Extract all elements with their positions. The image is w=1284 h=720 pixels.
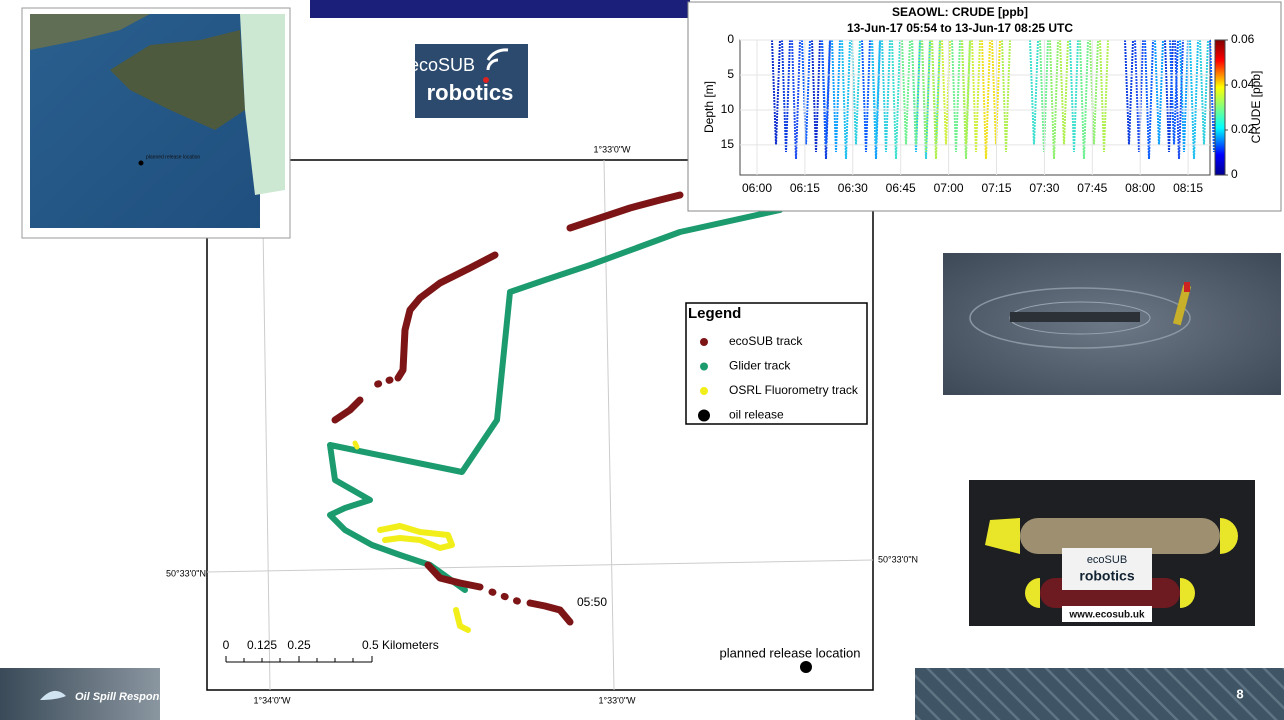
time-label: 05:50 xyxy=(577,595,607,609)
inset-map: planned release location xyxy=(22,8,290,238)
graticule-label: 50°33'0"N xyxy=(878,554,918,564)
x-tick-label: 07:00 xyxy=(934,181,964,195)
chart-subtitle: 13-Jun-17 05:54 to 13-Jun-17 08:25 UTC xyxy=(847,21,1073,35)
slide: {"footer": {"brand": "Oil Spill Response… xyxy=(0,0,1284,720)
x-tick-label: 07:45 xyxy=(1077,181,1107,195)
graticule-label: 50°33'0"N xyxy=(166,568,206,578)
footer-right xyxy=(915,668,1284,720)
x-tick-label: 06:45 xyxy=(886,181,916,195)
x-tick-label: 06:15 xyxy=(790,181,820,195)
x-tick-label: 06:00 xyxy=(742,181,772,195)
legend-marker xyxy=(700,387,708,395)
y-tick-label: 15 xyxy=(721,137,735,151)
page-number: 8 xyxy=(1236,686,1243,701)
x-tick-label: 07:15 xyxy=(981,181,1011,195)
release-point xyxy=(800,661,812,673)
photo-background xyxy=(943,253,1281,395)
legend-marker xyxy=(700,363,708,371)
inset-release-point xyxy=(139,161,144,166)
legend-label: oil release xyxy=(729,408,784,422)
photo-url: www.ecosub.uk xyxy=(1068,610,1145,621)
graticule-label: 1°34'0"W xyxy=(253,695,291,705)
y-axis-label: Depth [m] xyxy=(702,81,716,133)
x-tick-label: 08:00 xyxy=(1125,181,1155,195)
photo-vehicle xyxy=(1010,312,1140,322)
logo-dot xyxy=(483,77,489,83)
map-frame xyxy=(207,160,873,690)
colorbar-tick-label: 0 xyxy=(1231,167,1238,181)
colorbar-tick-label: 0.06 xyxy=(1231,32,1255,46)
release-label: planned release location xyxy=(720,645,861,660)
y-tick-label: 10 xyxy=(721,102,735,116)
ecosub-logo: ecoSUB robotics xyxy=(409,44,528,118)
scale-label: 0 xyxy=(223,638,230,652)
title-bar xyxy=(310,0,690,18)
slide-canvas: Oil Spill Response 8 1°33'0"W 1°34'0"W 1… xyxy=(0,0,1284,720)
chart-title: SEAOWL: CRUDE [ppb] xyxy=(892,5,1028,19)
legend-label: ecoSUB track xyxy=(729,334,803,348)
inset-chart: SEAOWL: CRUDE [ppb] 13-Jun-17 05:54 to 1… xyxy=(688,2,1281,211)
photo-water xyxy=(943,253,1281,395)
colorbar-tick-label: 0.04 xyxy=(1231,77,1255,91)
graticule-label: 1°33'0"W xyxy=(598,695,636,705)
photo-sign-text: robotics xyxy=(1079,568,1134,584)
legend-label: Glider track xyxy=(729,359,791,373)
fluorometry-track xyxy=(355,443,357,447)
x-tick-label: 08:15 xyxy=(1173,181,1203,195)
scale-label: 0.25 xyxy=(287,638,311,652)
colorbar xyxy=(1215,40,1225,175)
y-tick-label: 5 xyxy=(727,67,734,81)
legend-marker xyxy=(698,410,710,422)
legend-title: Legend xyxy=(688,305,741,322)
scale-label: 0.125 xyxy=(247,638,277,652)
logo-text: robotics xyxy=(427,80,514,105)
footer-brand: Oil Spill Response xyxy=(75,691,172,703)
photo-sign-text: ecoSUB xyxy=(1087,554,1127,566)
legend-label: OSRL Fluorometry track xyxy=(729,383,859,397)
photo-vehicles: ecoSUB robotics www.ecosub.uk xyxy=(969,480,1255,626)
x-tick-label: 07:30 xyxy=(1029,181,1059,195)
inset-map-label: planned release location xyxy=(146,154,200,160)
photo-antenna-tip xyxy=(1184,282,1190,292)
scale-label: 0.5 Kilometers xyxy=(362,638,439,652)
graticule-label: 1°33'0"W xyxy=(593,144,631,154)
logo-text: ecoSUB xyxy=(409,55,475,75)
y-tick-label: 0 xyxy=(727,32,734,46)
legend-marker xyxy=(700,338,708,346)
x-tick-label: 06:30 xyxy=(838,181,868,195)
colorbar-tick-label: 0.02 xyxy=(1231,122,1255,136)
